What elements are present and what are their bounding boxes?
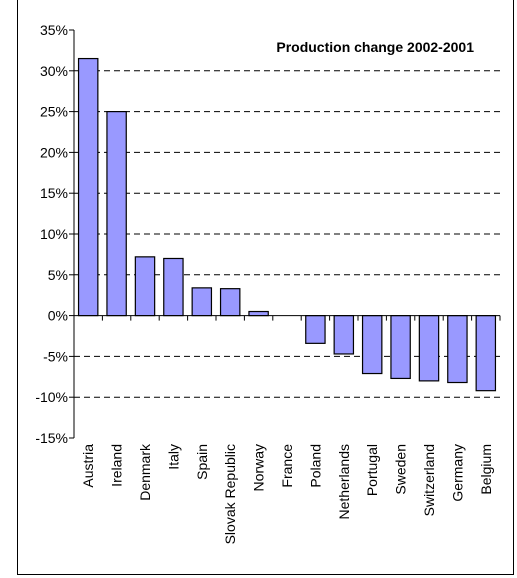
chart-title: Production change 2002-2001 bbox=[276, 39, 474, 55]
x-tick-label: Netherlands bbox=[336, 444, 352, 520]
bars bbox=[77, 57, 497, 392]
y-tick-label: 25% bbox=[40, 104, 68, 120]
y-tick-label: -15% bbox=[35, 430, 68, 446]
bar bbox=[163, 257, 184, 317]
y-tick-label: 0% bbox=[48, 308, 68, 324]
bar bbox=[106, 110, 127, 317]
bar bbox=[333, 315, 355, 355]
y-tick-label: 35% bbox=[40, 22, 68, 38]
bar bbox=[248, 310, 269, 317]
x-tick-label: Switzerland bbox=[421, 444, 437, 516]
chart-frame bbox=[17, 0, 514, 575]
bar bbox=[219, 288, 241, 317]
x-tick-label: France bbox=[279, 444, 295, 488]
x-tick-labels: Austria Ireland Denmark Italy Spain Slovak Re… bbox=[80, 443, 494, 544]
y-tick-label: -10% bbox=[35, 389, 68, 405]
x-tick-label: Poland bbox=[307, 444, 323, 488]
bar bbox=[418, 315, 440, 382]
x-tick-label: Portugal bbox=[364, 444, 380, 496]
x-tick-label: Ireland bbox=[109, 444, 125, 487]
bar bbox=[77, 57, 99, 317]
bar bbox=[305, 315, 326, 344]
x-tick-label: Spain bbox=[194, 444, 210, 480]
y-tick-label: 5% bbox=[48, 267, 68, 283]
bar bbox=[191, 287, 213, 317]
x-tick-label: Norway bbox=[251, 444, 267, 491]
axes bbox=[69, 29, 501, 439]
y-tick-labels: 35% 30% 25% 20% 15% 10% 5% 0% -5% -10% -15% bbox=[35, 22, 68, 446]
y-tick-label: 30% bbox=[40, 63, 68, 79]
x-tick-label: Sweden bbox=[393, 444, 409, 495]
y-tick-label: -5% bbox=[43, 348, 68, 364]
bar bbox=[390, 315, 411, 380]
x-tick-label: Denmark bbox=[137, 443, 153, 501]
gridlines bbox=[74, 70, 500, 398]
bar bbox=[134, 256, 156, 317]
x-tick-label: Austria bbox=[80, 444, 96, 488]
x-tick-label: Slovak Republic bbox=[222, 444, 238, 544]
y-tick-label: 15% bbox=[40, 185, 68, 201]
bar bbox=[447, 315, 468, 384]
x-tick-label: Italy bbox=[165, 444, 181, 470]
bar bbox=[475, 315, 497, 392]
y-tick-label: 10% bbox=[40, 226, 68, 242]
x-tick-label: Belgium bbox=[478, 444, 494, 495]
y-tick-label: 20% bbox=[40, 144, 68, 160]
x-tick-label: Germany bbox=[449, 444, 465, 502]
bar bbox=[361, 315, 383, 375]
